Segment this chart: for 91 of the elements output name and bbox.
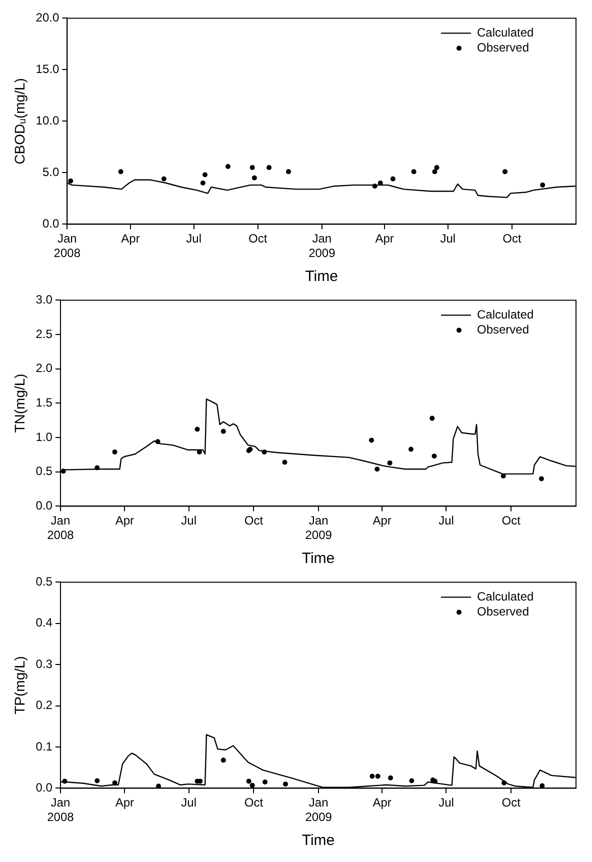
x-tick-label: Apr <box>372 796 392 810</box>
point <box>375 774 380 779</box>
y-tick-label: 0.0 <box>36 498 53 513</box>
y-tick-label: 0.5 <box>36 574 53 589</box>
point <box>282 460 288 465</box>
point <box>202 172 208 178</box>
point <box>252 175 257 180</box>
x-tick-label: Oct <box>502 514 522 528</box>
point <box>94 778 100 784</box>
point <box>266 165 272 170</box>
y-tick-label: 20.0 <box>36 10 60 25</box>
point <box>194 426 200 432</box>
point <box>409 778 414 784</box>
legend-label: Observed <box>477 322 530 337</box>
point <box>390 176 396 182</box>
y-tick-label: 0.2 <box>36 698 53 712</box>
point <box>262 780 268 785</box>
x-tick-label: Apr <box>121 232 140 246</box>
point <box>502 169 508 174</box>
y-tick-label: 15.0 <box>36 62 60 76</box>
x-tick-label: Oct <box>502 796 522 810</box>
point <box>430 416 435 421</box>
legend-label: Observed <box>477 604 530 619</box>
x-tick-label: Apr <box>375 232 394 246</box>
x-tick-label: Oct <box>244 796 264 810</box>
point <box>282 782 288 787</box>
x-axis-title: Time <box>302 550 335 568</box>
legend-label: Observed <box>477 40 530 55</box>
point <box>370 774 375 779</box>
point <box>200 180 206 186</box>
x-tick-label: Jan 2008 <box>47 514 74 542</box>
y-tick-label: 1.0 <box>36 430 53 444</box>
x-tick-label: Jul <box>438 796 454 810</box>
legend-label: Calculated <box>477 590 534 604</box>
x-tick-label: Jul <box>440 232 456 246</box>
y-tick-label: 1.5 <box>36 396 53 410</box>
y-tick-label: 0.4 <box>36 616 53 630</box>
y-tick-label: 5.0 <box>42 165 60 180</box>
x-axis-title: Time <box>302 832 335 850</box>
point <box>368 438 374 443</box>
y-tick-label: 2.5 <box>36 326 53 341</box>
y-tick-label: 10.0 <box>36 114 60 128</box>
x-tick-label: Jan 2008 <box>47 796 74 824</box>
x-tick-label: Oct <box>248 232 268 246</box>
y-axis-title: TP(mg/L) <box>11 656 28 714</box>
x-tick-label: Jul <box>181 514 197 528</box>
x-tick-label: Jan 2009 <box>305 514 332 542</box>
y-axis-title: TN(mg/L) <box>11 374 28 433</box>
x-tick-label: Jul <box>181 796 197 810</box>
x-tick-label: Jul <box>438 514 454 528</box>
point <box>374 466 380 472</box>
y-tick-label: 0.0 <box>42 216 60 231</box>
x-tick-label: Oct <box>244 514 264 528</box>
y-tick-label: 0.5 <box>36 464 53 478</box>
x-tick-label: Jan 2009 <box>308 232 336 260</box>
y-tick-label: 0.3 <box>36 656 53 671</box>
y-tick-label: 0.0 <box>36 780 53 795</box>
point <box>112 449 118 454</box>
x-axis-title: Time <box>305 268 338 286</box>
x-tick-label: Apr <box>115 796 134 810</box>
point <box>225 164 230 170</box>
point <box>68 178 74 184</box>
point <box>432 454 437 459</box>
x-tick-label: Apr <box>115 514 134 528</box>
point <box>161 176 166 182</box>
point <box>118 169 124 174</box>
x-tick-label: Apr <box>372 514 392 528</box>
point <box>387 460 392 466</box>
point <box>220 428 226 434</box>
y-axis-title: CBODᵤ(mg/L) <box>11 78 28 164</box>
x-tick-label: Oct <box>502 232 522 246</box>
point <box>220 758 226 763</box>
x-tick-label: Jan 2009 <box>305 796 332 824</box>
point <box>250 165 255 170</box>
point <box>411 169 416 174</box>
point <box>538 476 544 482</box>
y-tick-label: 2.0 <box>36 361 53 376</box>
legend-label: Calculated <box>477 26 534 40</box>
point <box>408 446 414 452</box>
point <box>246 778 252 784</box>
point <box>250 782 255 788</box>
y-tick-label: 3.0 <box>36 292 53 307</box>
x-tick-label: Jul <box>186 232 202 246</box>
point <box>286 169 292 174</box>
y-tick-label: 0.1 <box>36 739 53 754</box>
point <box>434 165 440 170</box>
point <box>388 775 394 780</box>
point <box>540 182 546 188</box>
legend-label: Calculated <box>477 308 534 322</box>
point <box>432 169 438 174</box>
x-tick-label: Jan 2008 <box>54 232 81 260</box>
